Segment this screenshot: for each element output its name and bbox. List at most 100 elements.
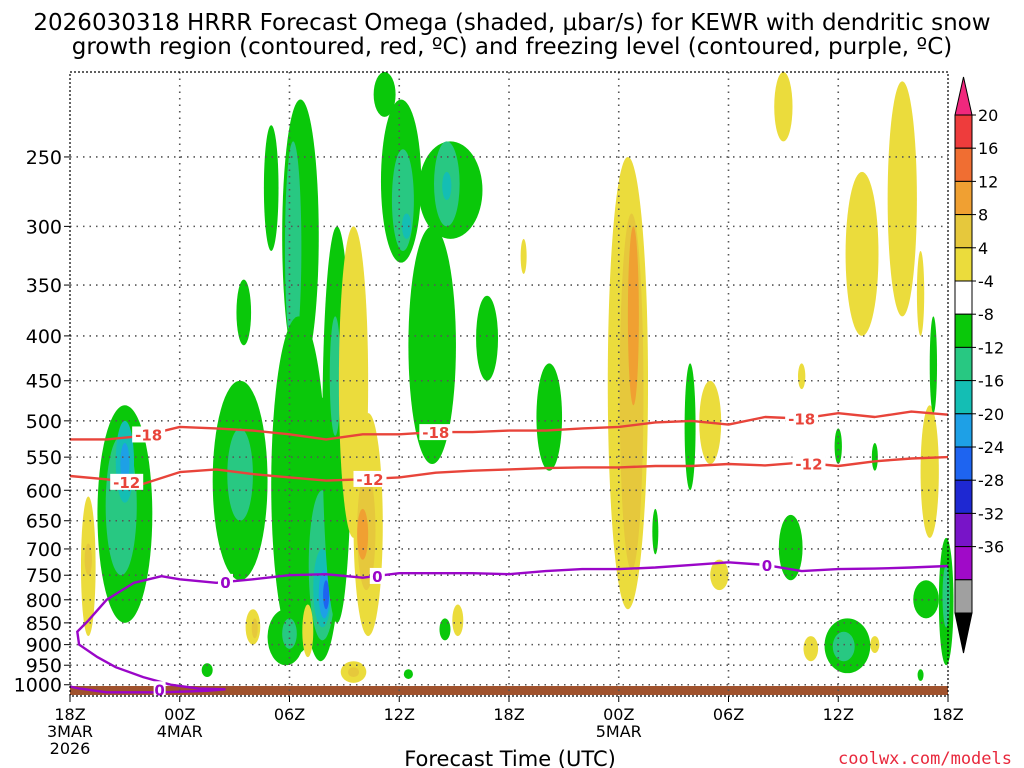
omega-shade-neg-19: [323, 580, 330, 610]
y-tick-label: 1000: [14, 675, 62, 697]
x-tick-label: 12Z: [823, 705, 854, 724]
y-tick-label: 850: [26, 613, 62, 635]
y-tick-label: 900: [26, 635, 62, 657]
omega-shade-pos-44: [520, 238, 527, 275]
colorbar-label: -20: [978, 405, 1004, 424]
x-tick-label: 00Z: [164, 705, 195, 724]
omega-shade-neg-70: [917, 669, 924, 681]
x-tick-label: 4MAR: [157, 722, 203, 741]
omega-shade-neg-62: [871, 443, 878, 471]
chart-title-line1: 2026030318 HRRR Forecast Omega (shaded, …: [33, 10, 990, 36]
colorbar-swatch: [954, 479, 973, 514]
colorbar-cap-top: [954, 76, 973, 116]
colorbar-swatch: [954, 214, 973, 249]
colorbar-label: 16: [978, 139, 998, 158]
omega-shade-neg-45: [536, 363, 563, 471]
contour-label-bg: [785, 410, 819, 427]
contour-label-bg: [132, 426, 166, 443]
omega-shade-neg-21: [329, 316, 341, 436]
colorbar-swatch: [954, 280, 973, 315]
omega-shade-neg-34: [401, 213, 412, 239]
colorbar-label: -28: [978, 471, 1004, 490]
y-tick-label: 500: [26, 411, 62, 433]
omega-shade-pos-58: [887, 81, 917, 317]
y-tick-label: 700: [26, 539, 62, 561]
contour-label-0: 0: [762, 557, 772, 575]
contour-label-bg: [369, 567, 385, 584]
x-axis-title: Forecast Time (UTC): [404, 747, 616, 768]
omega-shade-neg-33: [391, 149, 414, 251]
omega-shade-pos-29: [357, 508, 369, 560]
omega-shade-neg-39: [408, 226, 456, 464]
omega-shade-pos-65: [920, 405, 939, 538]
colorbar-label: 20: [978, 106, 998, 125]
omega-shade-neg-49: [652, 508, 659, 555]
contour-label--12: -12: [113, 474, 140, 492]
x-tick-label: 12Z: [384, 705, 415, 724]
colorbar-label: 4: [978, 239, 988, 258]
x-tick-label: 2026: [50, 739, 91, 758]
y-tick-label: 800: [26, 590, 62, 612]
omega-shade-neg-40: [476, 295, 499, 381]
contour-label-0: 0: [372, 568, 382, 586]
colorbar-label: -16: [978, 372, 1004, 391]
x-tick-label: 00Z: [603, 705, 634, 724]
contour-label-0: 0: [154, 681, 164, 699]
credit-text: coolwx.com/models: [838, 749, 1012, 768]
omega-shade-pos-1: [84, 543, 92, 576]
omega-shade-pos-10: [251, 618, 258, 639]
contour-label-bg: [110, 473, 144, 490]
omega-shade-neg-24: [282, 618, 297, 649]
omega-shade-neg-13: [284, 141, 302, 355]
y-tick-label: 650: [26, 511, 62, 533]
omega-shade-neg-8: [236, 279, 252, 346]
colorbar-swatch: [954, 380, 973, 415]
colorbar-label: 8: [978, 206, 988, 225]
contour-label-bg: [217, 573, 233, 590]
contour-label--18: -18: [422, 424, 449, 442]
omega-shade-neg-7: [227, 428, 253, 521]
y-tick-label: 350: [26, 275, 62, 297]
omega-shade-pos-31: [348, 667, 360, 678]
omega-shade-pos-52: [710, 559, 729, 591]
colorbar-cap-bottom: [954, 612, 973, 654]
omega-shade-pos-61: [870, 636, 880, 654]
colorbar-label: -32: [978, 504, 1004, 523]
colorbar-swatch: [954, 446, 973, 481]
omega-shade-neg-60: [832, 631, 855, 662]
omega-shade-pos-56: [798, 363, 806, 390]
freezing-level-surface-contour: [69, 619, 226, 694]
contour-label-bg: [153, 681, 166, 698]
y-tick-label: 950: [26, 655, 62, 677]
y-tick-label: 750: [26, 565, 62, 587]
omega-shade-pos-25: [302, 604, 314, 658]
omega-shade-neg-50: [684, 363, 696, 491]
y-tick-label: 400: [26, 326, 62, 348]
x-tick-label: 18Z: [932, 705, 963, 724]
colorbar-swatch: [954, 546, 973, 581]
y-tick-label: 450: [26, 371, 62, 393]
contour-label--12: -12: [356, 471, 383, 489]
contour-label-0: 0: [220, 574, 230, 592]
contour-label-bg: [419, 424, 453, 441]
colorbar-swatch: [954, 413, 973, 448]
omega-shade-pos-53: [774, 72, 793, 142]
y-tick-label: 550: [26, 447, 62, 469]
colorbar-label: -4: [978, 272, 994, 291]
contour-label-bg: [759, 557, 775, 574]
colorbar-swatch: [954, 180, 973, 216]
omega-shade-neg-43: [403, 669, 413, 679]
omega-shade-neg-54: [778, 514, 803, 581]
colorbar-swatch: [954, 247, 973, 282]
colorbar-label: -24: [978, 438, 1004, 457]
colorbar-swatch: [954, 114, 973, 149]
colorbar-label: -8: [978, 305, 994, 324]
x-tick-label: 06Z: [713, 705, 744, 724]
omega-shade-pos-57: [845, 171, 879, 336]
contour-label--12: -12: [795, 455, 822, 473]
omega-shade-neg-35: [373, 72, 396, 117]
omega-shade-neg-41: [439, 618, 451, 641]
omega-shade-pos-48: [627, 226, 639, 406]
x-tick-label: 06Z: [274, 705, 305, 724]
